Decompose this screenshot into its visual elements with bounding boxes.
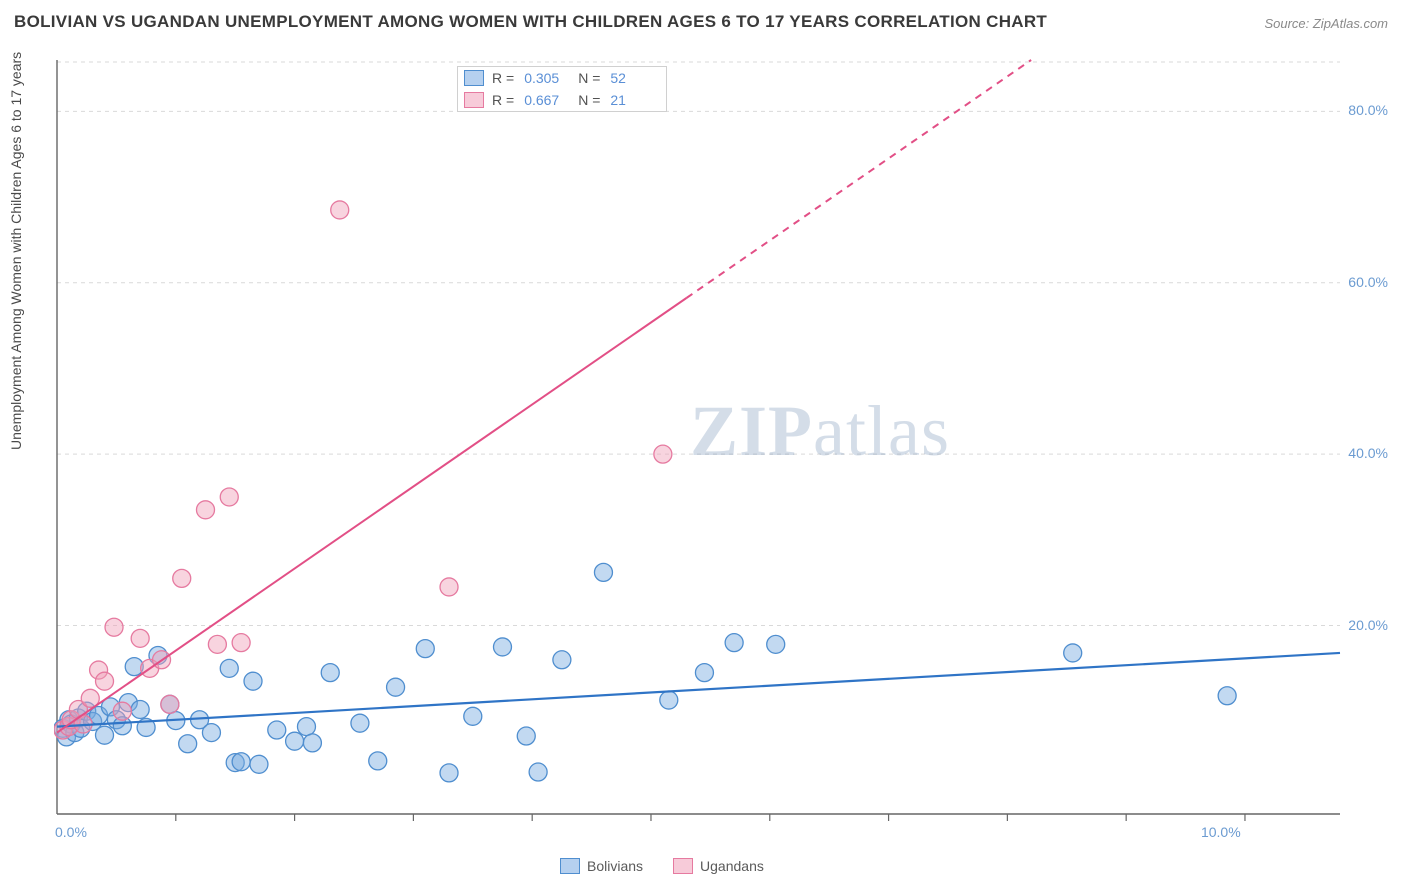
legend-swatch	[673, 858, 693, 874]
scatter-point	[654, 445, 672, 463]
scatter-point	[161, 695, 179, 713]
source-credit: Source: ZipAtlas.com	[1264, 16, 1388, 31]
scatter-point	[268, 721, 286, 739]
scatter-point	[440, 578, 458, 596]
y-tick-label: 80.0%	[1348, 102, 1388, 118]
scatter-chart	[54, 46, 1344, 836]
scatter-point	[105, 618, 123, 636]
y-tick-label: 60.0%	[1348, 274, 1388, 290]
scatter-point	[297, 718, 315, 736]
scatter-point	[173, 569, 191, 587]
legend-swatch	[464, 70, 484, 86]
legend-swatch	[464, 92, 484, 108]
y-axis-label: Unemployment Among Women with Children A…	[8, 52, 24, 450]
legend-stats-row: R = 0.667 N = 21	[458, 89, 666, 111]
legend-n-label: N =	[578, 92, 600, 108]
scatter-point	[529, 763, 547, 781]
scatter-point	[517, 727, 535, 745]
x-tick-label: 0.0%	[55, 824, 87, 840]
scatter-point	[594, 563, 612, 581]
scatter-point	[96, 672, 114, 690]
legend-r-value: 0.667	[524, 92, 570, 108]
legend-n-value: 21	[610, 92, 656, 108]
legend-series-item: Ugandans	[673, 858, 764, 874]
scatter-point	[303, 734, 321, 752]
scatter-point	[202, 724, 220, 742]
scatter-point	[331, 201, 349, 219]
scatter-point	[131, 629, 149, 647]
scatter-point	[232, 753, 250, 771]
scatter-point	[464, 707, 482, 725]
scatter-point	[553, 651, 571, 669]
scatter-point	[695, 664, 713, 682]
legend-series-item: Bolivians	[560, 858, 643, 874]
legend-series: Bolivians Ugandans	[560, 858, 764, 874]
y-tick-label: 20.0%	[1348, 617, 1388, 633]
trend-line	[57, 298, 687, 733]
legend-n-value: 52	[610, 70, 656, 86]
scatter-point	[321, 664, 339, 682]
scatter-point	[369, 752, 387, 770]
legend-series-label: Ugandans	[700, 858, 764, 874]
scatter-point	[493, 638, 511, 656]
legend-series-label: Bolivians	[587, 858, 643, 874]
legend-r-label: R =	[492, 70, 514, 86]
scatter-point	[767, 635, 785, 653]
scatter-point	[220, 488, 238, 506]
legend-r-value: 0.305	[524, 70, 570, 86]
chart-title: BOLIVIAN VS UGANDAN UNEMPLOYMENT AMONG W…	[14, 12, 1047, 32]
scatter-point	[1064, 644, 1082, 662]
scatter-point	[96, 726, 114, 744]
scatter-point	[244, 672, 262, 690]
x-tick-label: 10.0%	[1201, 824, 1241, 840]
scatter-point	[220, 659, 238, 677]
scatter-point	[286, 732, 304, 750]
scatter-point	[196, 501, 214, 519]
legend-n-label: N =	[578, 70, 600, 86]
scatter-point	[351, 714, 369, 732]
scatter-point	[440, 764, 458, 782]
scatter-point	[208, 635, 226, 653]
scatter-point	[416, 640, 434, 658]
scatter-point	[250, 755, 268, 773]
scatter-point	[387, 678, 405, 696]
legend-stats: R = 0.305 N = 52 R = 0.667 N = 21	[457, 66, 667, 112]
legend-swatch	[560, 858, 580, 874]
trend-line-dashed	[687, 60, 1032, 298]
scatter-point	[131, 700, 149, 718]
scatter-point	[232, 634, 250, 652]
scatter-point	[1218, 687, 1236, 705]
scatter-point	[725, 634, 743, 652]
legend-stats-row: R = 0.305 N = 52	[458, 67, 666, 89]
scatter-point	[660, 691, 678, 709]
legend-r-label: R =	[492, 92, 514, 108]
y-tick-label: 40.0%	[1348, 445, 1388, 461]
scatter-point	[113, 702, 131, 720]
scatter-point	[179, 735, 197, 753]
